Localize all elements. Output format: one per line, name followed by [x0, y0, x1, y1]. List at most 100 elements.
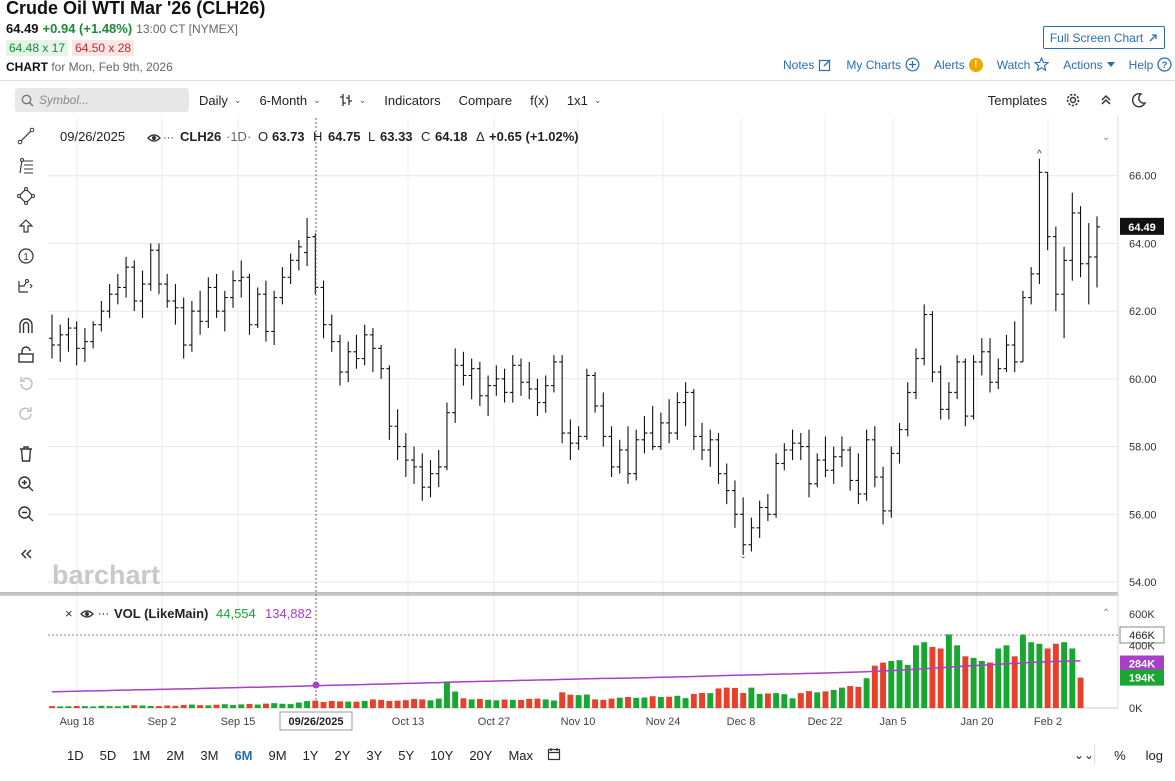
function-label: f(x): [530, 92, 549, 108]
notes-label: Notes: [783, 57, 815, 72]
collapse-range-icon[interactable]: ⌄⌄: [1073, 748, 1095, 762]
volume-bar: [435, 698, 442, 708]
shapes-tool[interactable]: [10, 184, 42, 208]
ohlc-bar: [1044, 171, 1051, 251]
time-tick-label: Dec 8: [727, 716, 756, 728]
function-button[interactable]: f(x): [530, 93, 549, 108]
ohlc-bar: [320, 280, 327, 339]
range-bar-separator: [1094, 745, 1095, 765]
range-20y[interactable]: 20Y: [469, 747, 493, 763]
volume-bar: [304, 701, 311, 708]
notes-link[interactable]: Notes: [783, 58, 832, 72]
more-options-icon[interactable]: ···: [98, 608, 109, 620]
more-options-icon[interactable]: ···: [163, 132, 174, 144]
time-tick-label: 09/26/2025: [288, 716, 343, 728]
volume-bar: [962, 656, 969, 708]
ohlc-bar: [254, 287, 261, 329]
full-screen-chart-button[interactable]: Full Screen Chart: [1043, 26, 1165, 49]
undo-button[interactable]: [10, 372, 42, 396]
volume-bar: [575, 695, 582, 708]
collapse-up-icon[interactable]: [1099, 93, 1113, 107]
actions-menu[interactable]: Actions: [1063, 58, 1115, 72]
ohlc-bar: [172, 284, 179, 325]
ohlc-bar: [624, 426, 631, 484]
range-9m[interactable]: 9M: [268, 747, 287, 763]
range-3m[interactable]: 3M: [200, 747, 219, 763]
eye-icon[interactable]: [147, 134, 161, 142]
volume-bar: [666, 696, 673, 708]
range-1d[interactable]: 1D: [67, 747, 84, 763]
volume-tick-label: 466K: [1129, 630, 1155, 642]
compare-label: Compare: [458, 92, 513, 108]
redo-button[interactable]: [10, 402, 42, 426]
range-2m[interactable]: 2M: [166, 747, 185, 763]
range-3y[interactable]: 3Y: [366, 747, 383, 763]
period-dropdown[interactable]: 6-Month ⌄: [259, 93, 320, 108]
zoom-out-button[interactable]: [10, 502, 42, 526]
price-chart[interactable]: barchart ^ˇ 66.0064.0062.0060.0058.0056.…: [0, 116, 1175, 738]
alerts-link[interactable]: Alerts!: [934, 57, 983, 72]
collapse-toolbar-button[interactable]: [10, 542, 42, 566]
log-scale-toggle[interactable]: log: [1145, 747, 1163, 763]
layout-dropdown[interactable]: 1x1 ⌄: [567, 93, 602, 108]
range-5y[interactable]: 5Y: [398, 747, 415, 763]
arrow-tool[interactable]: [10, 214, 42, 238]
magnet-tool[interactable]: [10, 314, 42, 338]
annotation-tool[interactable]: 1: [10, 244, 42, 268]
trendline-tool[interactable]: [10, 124, 42, 148]
measure-tool[interactable]: [10, 274, 42, 298]
volume-bar: [402, 700, 409, 708]
volume-bar: [1044, 648, 1051, 708]
ohlc-bar: [164, 273, 171, 308]
eye-icon[interactable]: [80, 610, 94, 618]
volume-bar: [600, 699, 607, 708]
my-charts-link[interactable]: My Charts: [846, 57, 920, 72]
templates-button[interactable]: Templates: [987, 92, 1047, 108]
lock-tool[interactable]: [10, 342, 42, 366]
compare-button[interactable]: Compare: [459, 93, 512, 108]
range-10y[interactable]: 10Y: [430, 747, 454, 763]
range-1y[interactable]: 1Y: [302, 747, 319, 763]
fibonacci-tool[interactable]: [10, 154, 42, 178]
legend-collapse-icon[interactable]: ⌄: [1102, 132, 1110, 143]
volume-bar: [814, 692, 821, 708]
volume-bar: [1061, 642, 1068, 708]
close-study-icon[interactable]: ×: [65, 606, 73, 621]
volume-bar: [123, 705, 130, 708]
volume-bar: [90, 706, 97, 708]
range-max[interactable]: Max: [508, 747, 534, 763]
dark-mode-moon-icon[interactable]: [1131, 92, 1147, 108]
ohlc-bar: [493, 365, 500, 396]
volume-bar: [682, 698, 689, 708]
ohlc-bar: [666, 399, 673, 444]
indicators-button[interactable]: Indicators: [384, 93, 440, 108]
volume-bar: [690, 693, 697, 708]
range-6m[interactable]: 6M: [234, 747, 253, 763]
last-price: 64.49: [6, 21, 39, 36]
delete-drawings-button[interactable]: [10, 442, 42, 466]
interval-dropdown[interactable]: Daily ⌄: [199, 93, 241, 108]
volume-average-value: 134,882: [265, 606, 312, 621]
gear-icon[interactable]: [1065, 92, 1081, 108]
range-2y[interactable]: 2Y: [334, 747, 351, 763]
bar-type-dropdown[interactable]: ⌄: [339, 93, 366, 107]
volume-bar: [731, 687, 738, 708]
watch-link[interactable]: Watch: [997, 57, 1050, 72]
percent-scale-toggle[interactable]: %: [1114, 747, 1126, 763]
volume-collapse-icon[interactable]: ⌃: [1102, 608, 1110, 619]
help-link[interactable]: Help?: [1129, 57, 1173, 72]
ohlc-bar: [435, 449, 442, 488]
volume-bar: [978, 661, 985, 708]
symbol-search-input[interactable]: Symbol...: [15, 88, 189, 112]
quote-time: 13:00 CT [NYMEX]: [136, 22, 238, 36]
chart-grid: [48, 118, 1118, 708]
volume-bar: [443, 681, 450, 708]
zoom-in-button[interactable]: [10, 472, 42, 496]
range-1m[interactable]: 1M: [132, 747, 151, 763]
calendar-icon[interactable]: [547, 747, 561, 764]
ohlc-bar: [336, 334, 343, 386]
plus-circle-icon: [905, 57, 920, 72]
ohlc-bar: [822, 436, 829, 478]
range-5d[interactable]: 5D: [99, 747, 117, 763]
